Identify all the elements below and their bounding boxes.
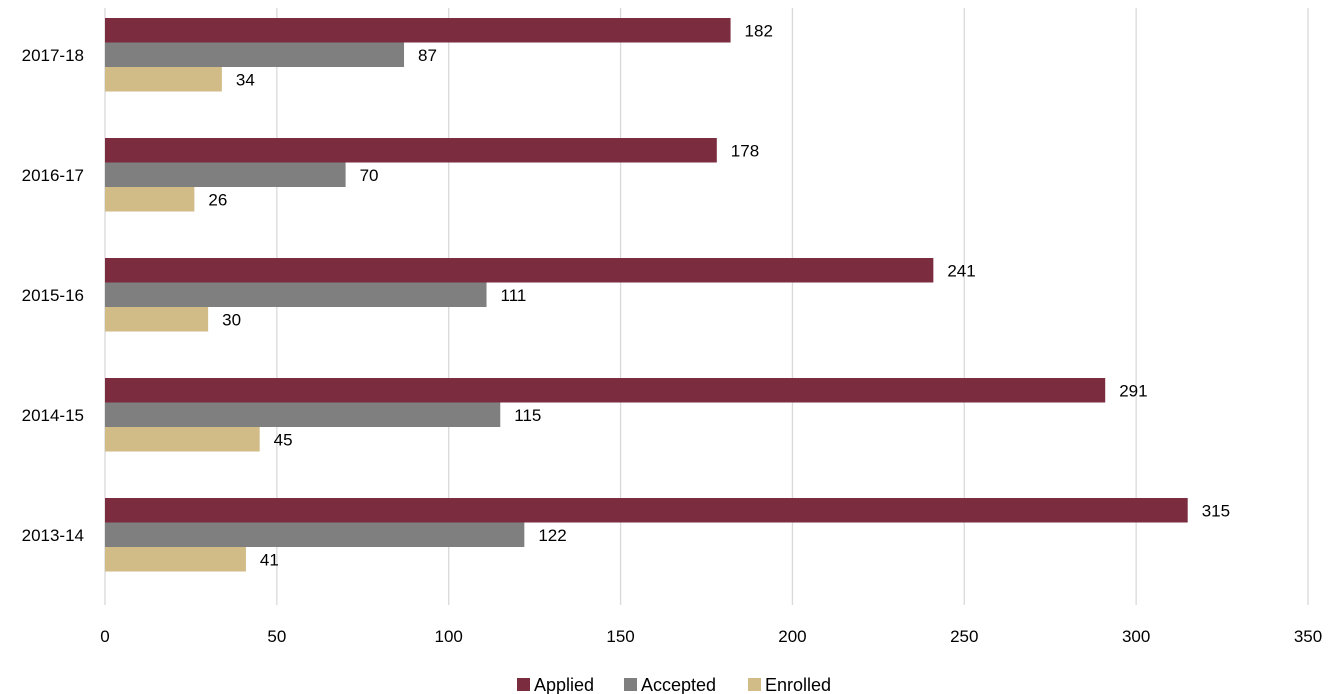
bar-applied bbox=[105, 378, 1106, 403]
x-tick-label: 300 bbox=[1122, 627, 1150, 646]
x-tick-label: 50 bbox=[267, 627, 286, 646]
bar-applied bbox=[105, 138, 717, 163]
data-label: 45 bbox=[274, 430, 293, 449]
legend: Applied Accepted Enrolled bbox=[517, 675, 831, 694]
data-labels: 182 87 34 178 70 26 241 111 30 291 115 45 315 122 41 bbox=[208, 21, 1230, 569]
data-label: 182 bbox=[745, 21, 773, 40]
category-label: 2013-14 bbox=[22, 526, 84, 545]
bar-enrolled bbox=[105, 307, 209, 332]
bar-accepted bbox=[105, 282, 487, 307]
category-labels: 2017-18 2016-17 2015-16 2014-15 2013-14 bbox=[22, 46, 84, 545]
bar-applied bbox=[105, 18, 731, 43]
x-tick-label: 100 bbox=[435, 627, 463, 646]
bar-enrolled bbox=[105, 427, 260, 452]
x-tick-label: 200 bbox=[778, 627, 806, 646]
data-label: 41 bbox=[260, 550, 279, 569]
bar-accepted bbox=[105, 162, 346, 187]
x-tick-label: 0 bbox=[100, 627, 109, 646]
data-label: 87 bbox=[418, 46, 437, 65]
bar-enrolled bbox=[105, 547, 246, 572]
data-label: 122 bbox=[538, 526, 566, 545]
legend-label-applied: Applied bbox=[534, 675, 594, 694]
data-label: 30 bbox=[222, 310, 241, 329]
legend-swatch-enrolled bbox=[748, 678, 761, 691]
data-label: 291 bbox=[1119, 381, 1147, 400]
data-label: 26 bbox=[208, 190, 227, 209]
category-label: 2014-15 bbox=[22, 406, 84, 425]
bar-enrolled bbox=[105, 187, 195, 212]
data-label: 111 bbox=[501, 286, 527, 305]
data-label: 34 bbox=[236, 70, 255, 89]
data-label: 70 bbox=[360, 166, 379, 185]
x-axis-tick-labels: 0 50 100 150 200 250 300 350 bbox=[100, 627, 1322, 646]
x-tick-label: 150 bbox=[606, 627, 634, 646]
bars bbox=[105, 18, 1188, 572]
data-label: 241 bbox=[947, 261, 975, 280]
bar-enrolled bbox=[105, 67, 222, 92]
x-tick-label: 250 bbox=[950, 627, 978, 646]
legend-label-enrolled: Enrolled bbox=[765, 675, 831, 694]
bar-accepted bbox=[105, 522, 525, 547]
category-label: 2017-18 bbox=[22, 46, 84, 65]
bar-applied bbox=[105, 498, 1188, 523]
legend-swatch-applied bbox=[517, 678, 530, 691]
category-label: 2015-16 bbox=[22, 286, 84, 305]
bar-accepted bbox=[105, 42, 405, 67]
legend-swatch-accepted bbox=[624, 678, 637, 691]
x-tick-label: 350 bbox=[1294, 627, 1322, 646]
data-label: 178 bbox=[731, 141, 759, 160]
legend-label-accepted: Accepted bbox=[641, 675, 716, 694]
bar-applied bbox=[105, 258, 934, 283]
category-label: 2016-17 bbox=[22, 166, 84, 185]
bar-accepted bbox=[105, 402, 501, 427]
data-label: 315 bbox=[1202, 501, 1230, 520]
data-label: 115 bbox=[514, 406, 541, 425]
